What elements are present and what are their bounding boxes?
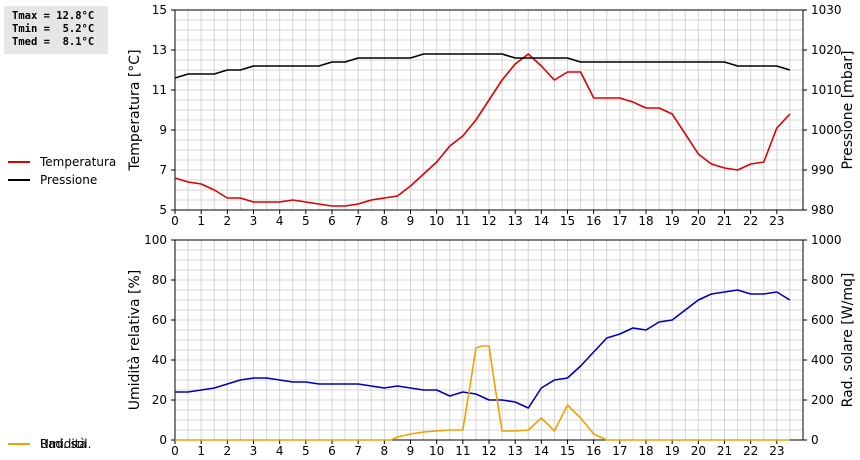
y-tick-label: 5 bbox=[159, 203, 167, 217]
stats-box: Tmax = 12.8°C Tmin = 5.2°C Tmed = 8.1°C bbox=[4, 6, 108, 54]
series-line-humidity bbox=[175, 289, 791, 409]
legend-temperature-swatch bbox=[8, 161, 30, 163]
y2-tick-label: 200 bbox=[811, 393, 834, 407]
y2-tick-label: 600 bbox=[811, 313, 834, 327]
y-tick-label: 60 bbox=[152, 313, 167, 327]
y-tick-label: 9 bbox=[159, 123, 167, 137]
x-tick-label: 23 bbox=[769, 214, 784, 228]
series-line-pressure bbox=[174, 53, 791, 79]
y2-tick-label: 1020 bbox=[811, 43, 842, 57]
x-tick-label: 8 bbox=[381, 444, 389, 458]
y-tick-label: 80 bbox=[152, 273, 167, 287]
series-line-temperature bbox=[174, 53, 791, 207]
x-tick-label: 3 bbox=[250, 444, 258, 458]
x-tick-label: 2 bbox=[224, 214, 232, 228]
x-tick-label: 10 bbox=[429, 214, 444, 228]
y-tick-label: 20 bbox=[152, 393, 167, 407]
x-tick-label: 9 bbox=[407, 444, 415, 458]
tmax-readout: Tmax = 12.8°C bbox=[12, 10, 95, 22]
x-tick-label: 1 bbox=[197, 444, 205, 458]
y2-tick-label: 980 bbox=[811, 203, 834, 217]
x-tick-label: 18 bbox=[638, 444, 653, 458]
x-tick-label: 15 bbox=[560, 214, 575, 228]
x-tick-label: 19 bbox=[665, 214, 680, 228]
x-tick-label: 0 bbox=[171, 214, 179, 228]
y-tick-label: 13 bbox=[152, 43, 167, 57]
x-tick-label: 21 bbox=[717, 444, 732, 458]
x-tick-label: 17 bbox=[612, 214, 627, 228]
tmin-readout: Tmin = 5.2°C bbox=[12, 23, 95, 35]
legend-solar: Rad. sol. bbox=[8, 437, 91, 451]
x-tick-label: 4 bbox=[276, 444, 284, 458]
x-tick-label: 17 bbox=[612, 444, 627, 458]
x-tick-label: 6 bbox=[328, 444, 336, 458]
x-tick-label: 12 bbox=[481, 214, 496, 228]
x-tick-label: 20 bbox=[691, 214, 706, 228]
x-tick-label: 21 bbox=[717, 214, 732, 228]
y-tick-label: 100 bbox=[144, 233, 167, 247]
y2-tick-label: 0 bbox=[811, 433, 819, 447]
x-tick-label: 2 bbox=[224, 444, 232, 458]
x-tick-label: 6 bbox=[328, 214, 336, 228]
x-tick-label: 10 bbox=[429, 444, 444, 458]
x-tick-label: 0 bbox=[171, 444, 179, 458]
x-tick-label: 5 bbox=[302, 214, 310, 228]
x-tick-label: 16 bbox=[586, 444, 601, 458]
y-axis-label: Temperatura [°C] bbox=[127, 49, 143, 171]
y2-tick-label: 1000 bbox=[811, 233, 842, 247]
x-tick-label: 11 bbox=[455, 444, 470, 458]
y-tick-label: 15 bbox=[152, 3, 167, 17]
y2-axis-label: Pressione [mbar] bbox=[840, 50, 856, 169]
legend-solar-label: Rad. sol. bbox=[40, 437, 92, 451]
legend-humidity-label: Umidità bbox=[40, 437, 87, 451]
series-line-solar bbox=[175, 345, 790, 441]
legend-temperature: Temperatura bbox=[8, 155, 116, 169]
legend-pressure-swatch bbox=[8, 179, 30, 181]
y2-tick-label: 1000 bbox=[811, 123, 842, 137]
x-tick-label: 4 bbox=[276, 214, 284, 228]
y-tick-label: 11 bbox=[152, 83, 167, 97]
x-tick-label: 8 bbox=[381, 214, 389, 228]
y-tick-label: 7 bbox=[159, 163, 167, 177]
x-tick-label: 3 bbox=[250, 214, 258, 228]
x-tick-label: 16 bbox=[586, 214, 601, 228]
x-tick-label: 1 bbox=[197, 214, 205, 228]
legend-solar-swatch bbox=[8, 443, 30, 445]
tmed-readout: Tmed = 8.1°C bbox=[12, 36, 95, 48]
x-tick-label: 23 bbox=[769, 444, 784, 458]
y-axis-label: Umidità relativa [%] bbox=[127, 270, 143, 411]
x-tick-label: 22 bbox=[743, 444, 758, 458]
x-tick-label: 9 bbox=[407, 214, 415, 228]
x-tick-label: 13 bbox=[508, 214, 523, 228]
legend-temperature-label: Temperatura bbox=[40, 155, 117, 169]
y2-axis-label: Rad. solare [W/mq] bbox=[840, 273, 856, 408]
y2-tick-label: 1030 bbox=[811, 3, 842, 17]
y-tick-label: 40 bbox=[152, 353, 167, 367]
y2-tick-label: 990 bbox=[811, 163, 834, 177]
legend-pressure: Pressione bbox=[8, 173, 97, 187]
x-tick-label: 14 bbox=[534, 214, 549, 228]
x-tick-label: 20 bbox=[691, 444, 706, 458]
x-tick-label: 22 bbox=[743, 214, 758, 228]
x-tick-label: 12 bbox=[481, 444, 496, 458]
x-tick-label: 11 bbox=[455, 214, 470, 228]
x-tick-label: 18 bbox=[638, 214, 653, 228]
legend-pressure-label: Pressione bbox=[40, 173, 98, 187]
x-tick-label: 15 bbox=[560, 444, 575, 458]
y2-tick-label: 800 bbox=[811, 273, 834, 287]
x-tick-label: 7 bbox=[354, 214, 362, 228]
x-tick-label: 7 bbox=[354, 444, 362, 458]
x-tick-label: 14 bbox=[534, 444, 549, 458]
x-tick-label: 19 bbox=[665, 444, 680, 458]
y-tick-label: 0 bbox=[159, 433, 167, 447]
y2-tick-label: 1010 bbox=[811, 83, 842, 97]
x-tick-label: 5 bbox=[302, 444, 310, 458]
x-tick-label: 13 bbox=[508, 444, 523, 458]
y2-tick-label: 400 bbox=[811, 353, 834, 367]
